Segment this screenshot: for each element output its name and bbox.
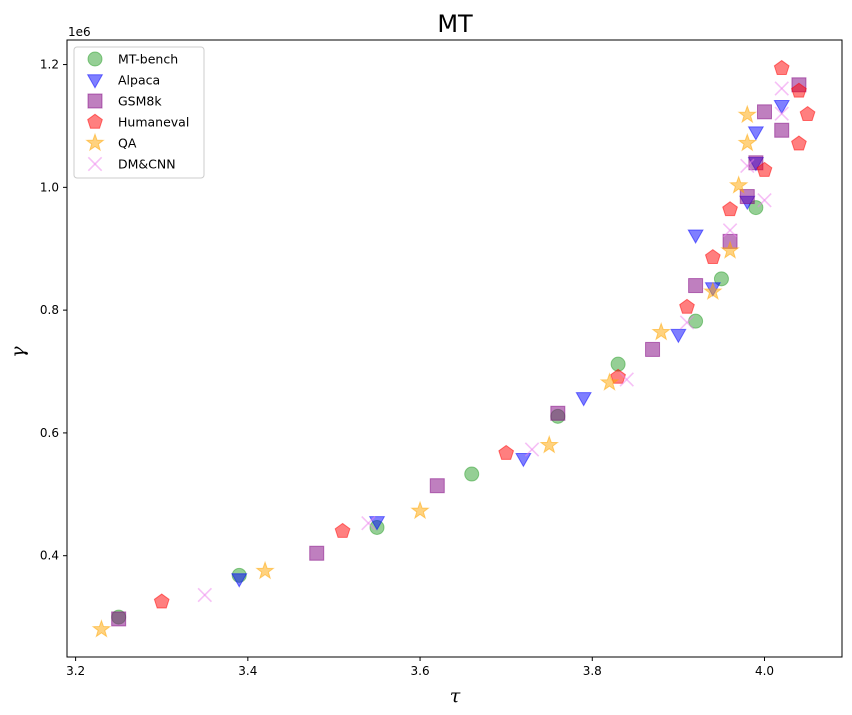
legend-marker xyxy=(86,74,104,89)
data-point xyxy=(791,135,807,151)
data-point xyxy=(550,405,566,421)
y-tick-label: 0.8 xyxy=(40,303,59,317)
x-marker-stroke xyxy=(740,158,755,174)
data-point xyxy=(334,522,351,538)
data-point xyxy=(704,249,721,265)
axes-frame xyxy=(66,39,843,658)
legend-marker xyxy=(87,113,103,129)
x-axis-label: τ xyxy=(450,685,461,707)
chart-title: MT xyxy=(437,10,473,38)
data-point xyxy=(498,444,515,460)
data-point xyxy=(720,240,740,259)
plot-area-border xyxy=(66,39,843,658)
data-point xyxy=(774,106,789,121)
legend-label: QA xyxy=(118,136,137,151)
data-point xyxy=(722,201,738,217)
x-marker-stroke xyxy=(722,223,738,238)
data-point xyxy=(153,593,170,609)
legend: MT-bench Alpaca GSM8k Humaneval QA DM&CNN xyxy=(73,46,205,179)
data-point xyxy=(757,104,772,120)
legend-label: Alpaca xyxy=(118,73,160,88)
y-tick-label: 0.4 xyxy=(40,549,59,563)
data-point xyxy=(361,515,376,531)
legend-label: MT-bench xyxy=(118,52,178,67)
data-point xyxy=(111,611,127,627)
y-tick-label: 1.0 xyxy=(40,180,59,194)
series-qa xyxy=(91,104,758,638)
data-point xyxy=(799,105,816,122)
data-point xyxy=(737,104,758,124)
x-tick-label: 3.6 xyxy=(411,664,430,678)
data-point xyxy=(748,200,764,216)
x-marker-stroke xyxy=(87,156,103,172)
data-point xyxy=(722,223,738,238)
x-marker-stroke xyxy=(197,587,212,603)
data-point xyxy=(651,321,671,341)
x-marker-stroke xyxy=(757,193,772,208)
x-marker-stroke xyxy=(774,81,789,96)
x-marker-stroke xyxy=(524,442,540,457)
data-point xyxy=(619,372,634,387)
data-point xyxy=(309,545,325,561)
legend-marker xyxy=(87,93,103,109)
data-point xyxy=(599,372,620,391)
data-point xyxy=(524,442,540,457)
x-tick-label: 4.0 xyxy=(755,664,774,678)
data-point xyxy=(679,298,695,314)
data-markers xyxy=(91,59,816,638)
data-point xyxy=(728,175,749,194)
legend-marker xyxy=(87,156,103,172)
data-point xyxy=(231,573,248,588)
y-offset-label: 1e6 xyxy=(68,25,91,39)
data-point xyxy=(679,315,695,330)
data-point xyxy=(429,478,445,494)
data-point xyxy=(368,516,386,531)
legend-label: DM&CNN xyxy=(118,157,176,172)
series-dm-cnn xyxy=(197,81,789,603)
legend-marker xyxy=(85,132,105,152)
data-point xyxy=(737,132,758,152)
data-point xyxy=(645,341,661,357)
data-point xyxy=(575,392,592,407)
x-marker-stroke xyxy=(774,106,789,121)
x-tick-label: 3.2 xyxy=(66,664,85,678)
y-axis-ticks: 0.4 0.6 0.8 1.0 1.2 xyxy=(40,58,67,563)
data-point xyxy=(757,193,772,208)
data-point xyxy=(774,122,790,138)
x-tick-label: 3.8 xyxy=(583,664,602,678)
data-point xyxy=(688,278,704,294)
data-point xyxy=(773,99,790,115)
data-point xyxy=(410,500,430,520)
data-point xyxy=(791,82,807,98)
data-point xyxy=(464,466,480,482)
y-axis-label: γ xyxy=(7,346,29,358)
y-tick-label: 1.2 xyxy=(40,58,59,72)
data-point xyxy=(670,328,687,344)
legend-label: GSM8k xyxy=(118,94,162,109)
x-marker-stroke xyxy=(679,315,695,330)
data-point xyxy=(687,229,704,244)
data-point xyxy=(539,434,559,454)
x-tick-label: 3.4 xyxy=(238,664,257,678)
legend-label: Humaneval xyxy=(118,115,189,130)
data-point xyxy=(740,158,755,174)
data-point xyxy=(197,587,212,603)
data-point xyxy=(747,126,765,141)
data-point xyxy=(515,452,532,468)
data-point xyxy=(91,619,112,638)
legend-box xyxy=(73,46,205,179)
legend-marker xyxy=(87,51,103,67)
data-point xyxy=(255,560,275,580)
x-marker-stroke xyxy=(619,372,634,387)
series-humaneval xyxy=(153,59,816,609)
data-point xyxy=(773,59,790,75)
data-point xyxy=(774,81,789,96)
x-marker-stroke xyxy=(361,515,376,531)
data-point xyxy=(703,281,723,301)
data-point xyxy=(756,161,773,177)
y-tick-label: 0.6 xyxy=(40,426,59,440)
x-axis-ticks: 3.2 3.4 3.6 3.8 4.0 xyxy=(66,657,774,678)
